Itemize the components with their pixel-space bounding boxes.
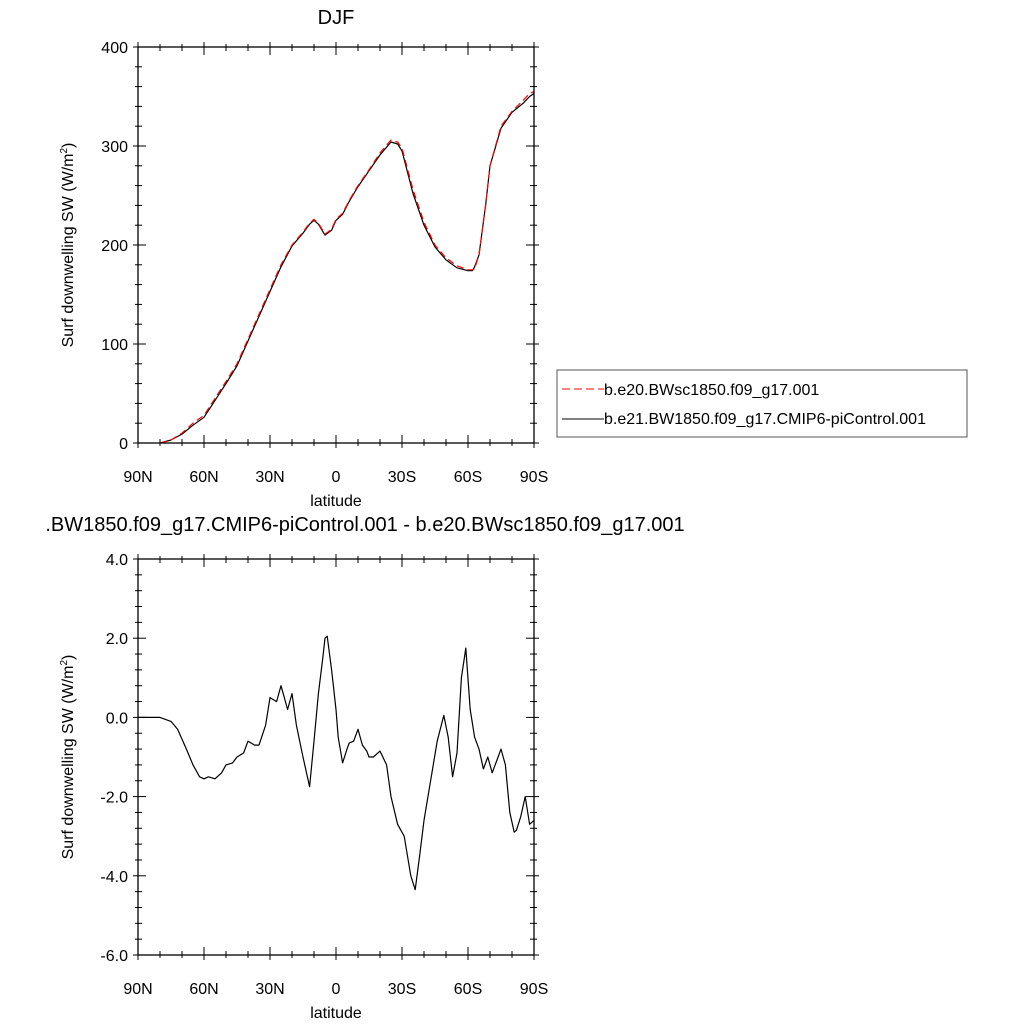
bottom-panel-frame bbox=[137, 558, 535, 956]
top-panel: DJF 90N 60N 30N 0 30S 60S 90S 0 100 200 300 400 lat… bbox=[59, 7, 548, 510]
y-tick-label: 4.0 bbox=[106, 552, 128, 569]
x-tick-label: 30S bbox=[388, 469, 416, 486]
y-tick-label: 300 bbox=[101, 139, 128, 156]
y-tick-label: -6.0 bbox=[100, 948, 128, 965]
x-tick-label: 30S bbox=[388, 981, 416, 998]
y-tick-label: -2.0 bbox=[100, 790, 128, 807]
x-tick-label: 90S bbox=[520, 981, 548, 998]
x-tick-label: 90N bbox=[123, 469, 152, 486]
top-panel-title: DJF bbox=[318, 7, 355, 29]
x-tick-label: 30N bbox=[255, 981, 284, 998]
bottom-panel-ticks: 90N 60N 30N 0 30S 60S 90S -6.0 -4.0 -2.0 0.0 2.0 4.0 bbox=[100, 552, 548, 998]
top-panel-series bbox=[159, 91, 535, 444]
x-tick-label: 60S bbox=[454, 469, 482, 486]
bottom-panel-title: .BW1850.f09_g17.CMIP6-piControl.001 - b.… bbox=[45, 514, 684, 536]
series-line-2 bbox=[159, 93, 535, 444]
x-tick-label: 90N bbox=[123, 981, 152, 998]
x-tick-label: 30N bbox=[255, 469, 284, 486]
bottom-panel-series bbox=[138, 635, 535, 891]
top-panel-y-axis-label: Surf downwelling SW (W/m2) bbox=[59, 143, 77, 348]
series-line-1 bbox=[159, 91, 535, 444]
x-tick-label: 60N bbox=[189, 981, 218, 998]
legend-label-series-1: b.e20.BWsc1850.f09_g17.001 bbox=[604, 382, 819, 399]
y-tick-label: 200 bbox=[101, 238, 128, 255]
top-panel-frame bbox=[137, 46, 535, 444]
legend-label-series-2: b.e21.BW1850.f09_g17.CMIP6-piControl.001 bbox=[604, 411, 926, 428]
x-tick-label: 90S bbox=[520, 469, 548, 486]
legend-box bbox=[556, 369, 968, 438]
y-tick-label: 100 bbox=[101, 337, 128, 354]
y-tick-label: 2.0 bbox=[106, 631, 128, 648]
bottom-panel: .BW1850.f09_g17.CMIP6-piControl.001 - b.… bbox=[45, 514, 684, 1022]
y-tick-label: 400 bbox=[101, 40, 128, 57]
y-tick-label: -4.0 bbox=[100, 869, 128, 886]
x-tick-label: 60N bbox=[189, 469, 218, 486]
y-tick-label: 0.0 bbox=[106, 710, 128, 727]
series-line-1 bbox=[138, 635, 535, 891]
top-panel-x-axis-label: latitude bbox=[310, 493, 362, 510]
x-tick-label: 60S bbox=[454, 981, 482, 998]
bottom-panel-y-axis-label: Surf downwelling SW (W/m2) bbox=[59, 655, 77, 860]
x-tick-label: 0 bbox=[332, 469, 341, 486]
top-panel-ticks: 90N 60N 30N 0 30S 60S 90S 0 100 200 300 400 bbox=[101, 40, 548, 486]
x-tick-label: 0 bbox=[332, 981, 341, 998]
legend: b.e20.BWsc1850.f09_g17.001 b.e21.BW1850.… bbox=[556, 369, 968, 438]
y-tick-label: 0 bbox=[119, 436, 128, 453]
bottom-panel-x-axis-label: latitude bbox=[310, 1005, 362, 1022]
